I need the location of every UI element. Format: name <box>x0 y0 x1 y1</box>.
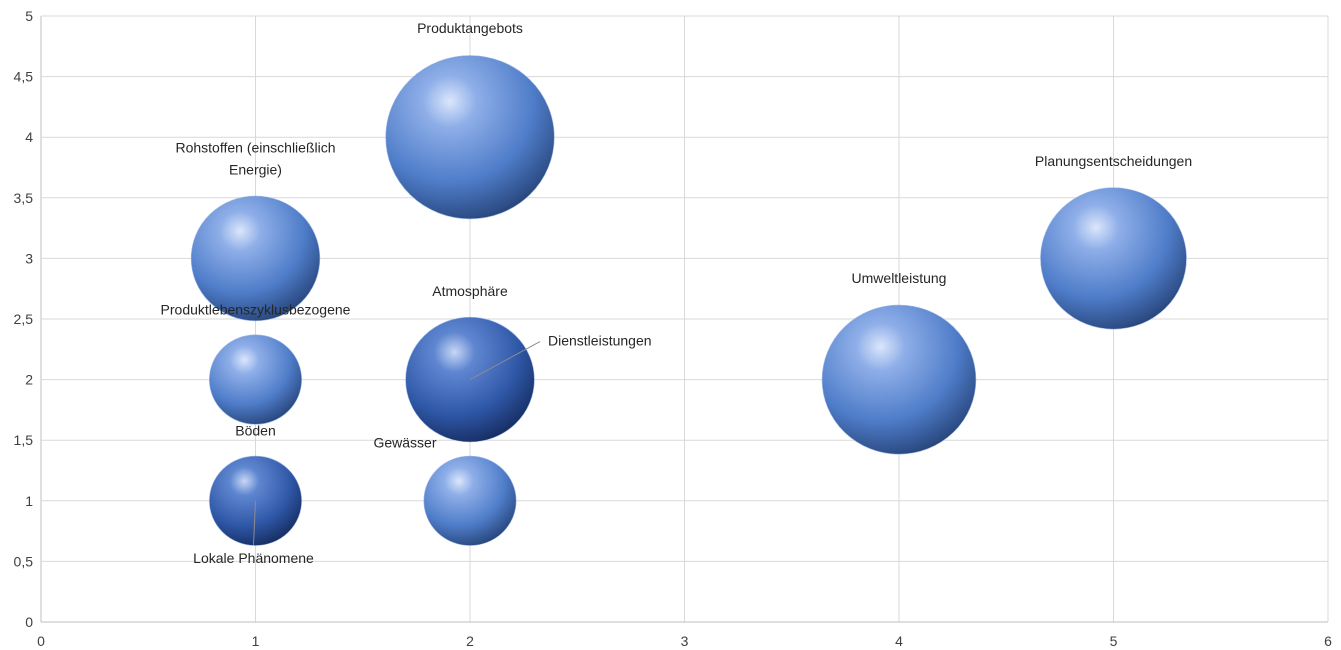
bubble-label: Dienstleistungen <box>548 333 652 349</box>
y-tick-label: 2,5 <box>14 311 34 327</box>
y-tick-label: 0 <box>25 614 33 630</box>
bubble <box>423 455 517 546</box>
y-tick-label: 1 <box>25 493 33 509</box>
x-tick-label: 0 <box>37 633 45 649</box>
label-leader-line <box>469 341 541 381</box>
y-tick-label: 1,5 <box>14 432 34 448</box>
bubble-label: Lokale Phänomene <box>193 550 314 566</box>
bubble-label: Produktangebots <box>417 20 523 36</box>
bubble-label: Planungsentscheidungen <box>1035 153 1192 169</box>
bubble-label: Atmosphäre <box>432 283 508 299</box>
bubble <box>190 195 321 322</box>
bubble <box>209 334 302 425</box>
bubble <box>821 304 977 455</box>
y-tick-label: 3,5 <box>14 190 34 206</box>
x-tick-label: 4 <box>895 633 903 649</box>
bubble-label: Rohstoffen (einschließlich Energie) <box>175 140 335 178</box>
label-leader-line <box>253 500 256 545</box>
bubble <box>1040 187 1187 330</box>
bubble-label: Böden <box>235 423 275 439</box>
y-tick-label: 2 <box>25 372 33 388</box>
y-tick-label: 3 <box>25 250 33 266</box>
x-tick-label: 6 <box>1324 633 1332 649</box>
y-tick-label: 4,5 <box>14 69 34 85</box>
bubble-label: Produktlebenszyklusbezogene <box>161 301 351 317</box>
x-tick-label: 3 <box>681 633 689 649</box>
y-tick-label: 0,5 <box>14 553 34 569</box>
bubble-label: Gewässer <box>373 435 436 451</box>
bubble <box>385 55 555 220</box>
x-tick-label: 2 <box>466 633 474 649</box>
x-tick-label: 1 <box>252 633 260 649</box>
bubble-label: Umweltleistung <box>852 270 947 286</box>
x-tick-label: 5 <box>1110 633 1118 649</box>
y-tick-label: 4 <box>25 129 33 145</box>
y-tick-label: 5 <box>25 8 33 24</box>
